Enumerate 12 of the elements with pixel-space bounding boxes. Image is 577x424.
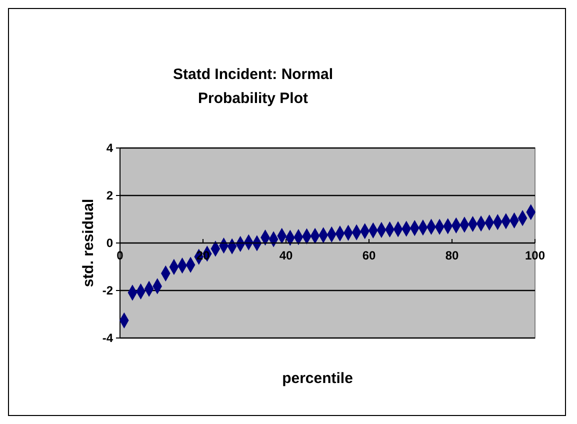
x-tick-label: 40 [279, 248, 293, 263]
chart-title: Statd Incident: Normal Probability Plot [172, 66, 334, 107]
y-tick-label: -4 [102, 330, 114, 345]
y-tick-label: 2 [106, 188, 114, 202]
x-tick-label: 60 [362, 248, 376, 263]
x-axis-title: percentile [282, 370, 353, 387]
x-tick-label: 100 [524, 248, 546, 263]
y-tick-label: -2 [102, 283, 114, 298]
y-tick-label: 4 [106, 140, 114, 155]
y-axis-title: std. residual [80, 198, 97, 288]
y-tick-label: 0 [106, 236, 114, 250]
x-tick-label: 80 [445, 248, 459, 263]
